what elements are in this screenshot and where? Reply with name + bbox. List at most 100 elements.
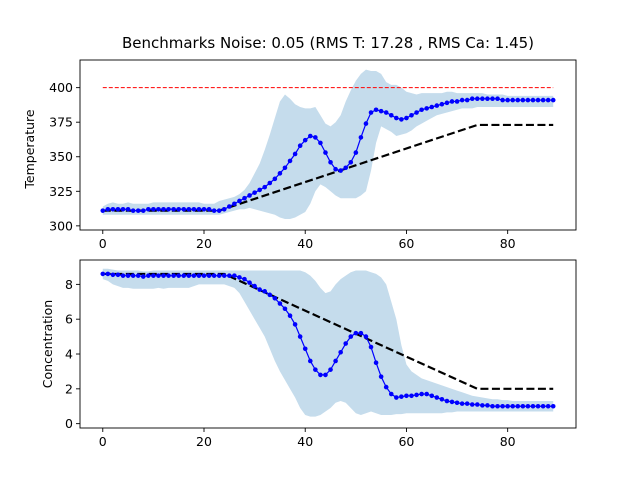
concentration-mean-point — [444, 398, 450, 404]
concentration-plot-area — [100, 268, 556, 417]
concentration-mean-point — [232, 273, 237, 278]
concentration-mean-point — [146, 273, 151, 278]
temperature-mean-point — [282, 165, 288, 171]
temperature-mean-point — [434, 103, 440, 108]
concentration-mean-point — [110, 272, 116, 278]
temperature-mean-point — [130, 208, 136, 213]
temperature-mean-point — [277, 171, 283, 176]
concentration-mean-point — [156, 273, 161, 278]
temperature-mean-point — [247, 193, 252, 198]
temperature-mean-point — [232, 201, 237, 207]
concentration-mean-point — [459, 401, 465, 406]
concentration-mean-point — [454, 400, 460, 406]
concentration-mean-point — [292, 322, 298, 327]
concentration-mean-point — [414, 392, 419, 398]
concentration-y-tick-label: 2 — [65, 381, 73, 396]
temperature-mean-point — [161, 206, 166, 212]
concentration-mean-point — [409, 393, 414, 399]
temperature-mean-point — [227, 204, 232, 209]
concentration-x-tick-label: 80 — [500, 434, 516, 449]
concentration-mean-point — [343, 341, 349, 346]
temperature-mean-point — [495, 96, 500, 101]
concentration-mean-point — [429, 393, 435, 399]
concentration-mean-point — [181, 273, 187, 278]
concentration-mean-point — [105, 271, 111, 277]
concentration-mean-point — [237, 275, 242, 280]
concentration-mean-point — [439, 396, 445, 402]
temperature-mean-point — [221, 206, 227, 212]
concentration-mean-point — [227, 273, 232, 278]
concentration-mean-point — [318, 372, 323, 378]
concentration-mean-point — [171, 273, 176, 278]
concentration-mean-point — [338, 349, 343, 355]
concentration-mean-point — [151, 273, 156, 278]
temperature-mean-point — [444, 100, 450, 106]
concentration-mean-point — [323, 372, 328, 378]
temperature-mean-point — [242, 195, 247, 201]
temperature-mean-point — [257, 187, 262, 193]
concentration-mean-point — [100, 271, 106, 277]
temperature-mean-point — [146, 206, 151, 212]
temperature-mean-point — [100, 208, 106, 213]
temperature-mean-point — [267, 180, 273, 186]
concentration-mean-point — [535, 403, 541, 409]
concentration-uncertainty-band — [102, 268, 554, 417]
concentration-mean-point — [500, 403, 505, 409]
temperature-mean-point — [394, 115, 399, 121]
temperature-mean-point — [439, 101, 445, 107]
temperature-mean-point — [105, 206, 111, 212]
concentration-mean-point — [363, 334, 369, 339]
temperature-mean-point — [307, 133, 313, 139]
concentration-panel: Concentration 0 20 40 60 80 0 2 4 6 8 — [40, 259, 577, 449]
temperature-mean-point — [409, 112, 414, 118]
temperature-mean-point — [110, 206, 116, 212]
temperature-mean-point — [201, 206, 207, 212]
temperature-mean-point — [140, 208, 146, 213]
concentration-mean-point — [333, 358, 338, 364]
concentration-mean-point — [287, 313, 293, 319]
temperature-mean-point — [480, 96, 485, 101]
concentration-mean-point — [480, 403, 485, 408]
temperature-mean-point — [378, 108, 384, 114]
temperature-mean-point — [424, 106, 429, 111]
concentration-mean-point — [424, 391, 429, 397]
concentration-mean-point — [515, 403, 521, 409]
concentration-mean-point — [135, 273, 141, 278]
temperature-mean-point — [333, 166, 338, 172]
temperature-y-tick-label: 350 — [49, 149, 73, 164]
temperature-mean-point — [181, 206, 187, 212]
concentration-mean-point — [176, 273, 181, 278]
temperature-mean-point — [151, 206, 156, 212]
concentration-mean-point — [383, 384, 389, 390]
concentration-y-tick-label: 0 — [65, 416, 73, 431]
temperature-y-tick-label: 400 — [49, 80, 73, 95]
temperature-mean-point — [383, 110, 389, 115]
temperature-mean-point — [115, 206, 121, 212]
temperature-x-tick-label: 0 — [99, 236, 107, 251]
concentration-mean-point — [540, 403, 546, 409]
temperature-mean-point — [313, 135, 318, 140]
concentration-mean-point — [125, 273, 131, 278]
concentration-mean-point — [545, 403, 551, 409]
concentration-mean-point — [485, 403, 490, 408]
temperature-mean-point — [510, 97, 516, 103]
temperature-mean-point — [176, 206, 181, 212]
concentration-mean-point — [475, 402, 480, 407]
concentration-mean-point — [368, 344, 374, 350]
temperature-y-tick-label: 300 — [49, 218, 73, 233]
temperature-mean-point — [262, 184, 268, 190]
concentration-mean-point — [510, 403, 516, 409]
temperature-mean-point — [318, 140, 323, 146]
concentration-mean-point — [394, 395, 399, 400]
concentration-y-tick-label: 8 — [65, 277, 73, 292]
concentration-mean-point — [495, 403, 500, 409]
temperature-mean-point — [485, 96, 490, 101]
temperature-panel: Temperature 0 20 40 60 80 300 325 350 375 400 — [22, 59, 577, 251]
concentration-x-tick-label: 40 — [297, 434, 313, 449]
concentration-mean-point — [530, 403, 536, 409]
concentration-mean-point — [358, 330, 364, 336]
temperature-mean-point — [171, 206, 176, 212]
temperature-mean-point — [125, 206, 131, 212]
concentration-mean-point — [469, 402, 475, 407]
concentration-mean-point — [307, 358, 313, 364]
